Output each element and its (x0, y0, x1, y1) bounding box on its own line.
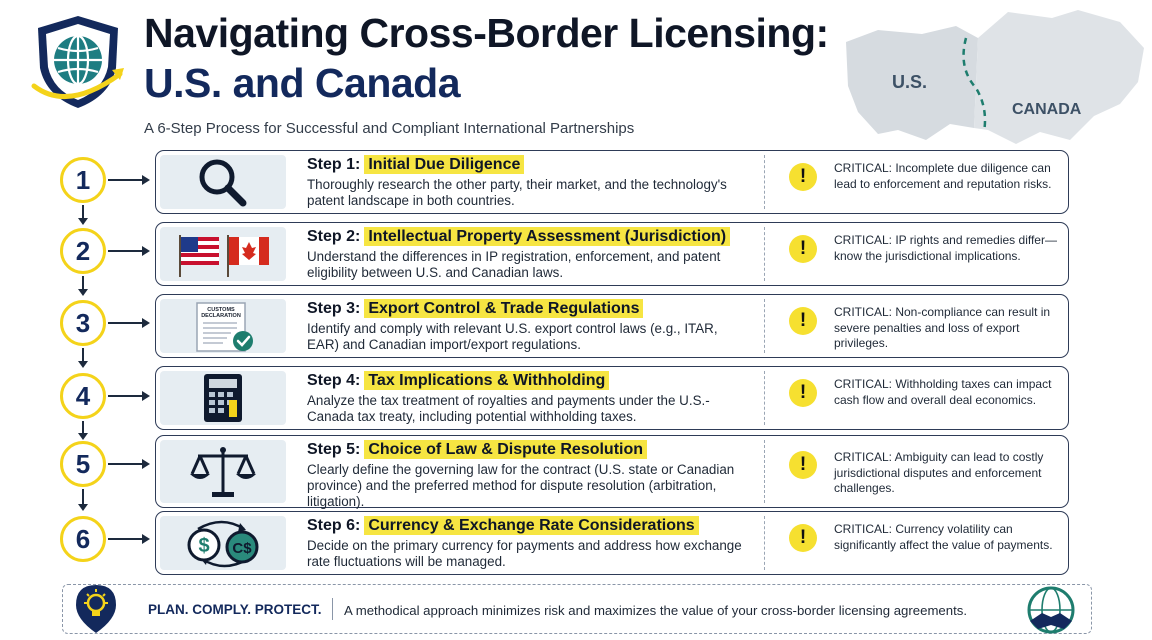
us-canada-map-icon (846, 10, 1144, 144)
calculator-icon (204, 374, 242, 422)
divider (332, 598, 333, 620)
warning-icon: ! (789, 451, 817, 479)
arrow-right-icon (108, 175, 150, 185)
arrow-down-icon (78, 489, 88, 511)
warning-icon: ! (789, 307, 817, 335)
flags-icon (179, 235, 269, 277)
step-label: Step 4: (307, 372, 361, 389)
page-title: Navigating Cross-Border Licensing: (144, 10, 829, 56)
step-description: Clearly define the governing law for the… (307, 462, 735, 509)
document-heading-text: CUSTOMS (207, 307, 235, 313)
footer-text: A methodical approach minimizes risk and… (344, 603, 968, 618)
step-icon-box (160, 227, 286, 281)
step-title-highlight: Currency & Exchange Rate Considerations (364, 516, 699, 535)
warning-icon: ! (789, 235, 817, 263)
currency-exchange-icon: $ C$ (187, 520, 259, 568)
divider (764, 371, 765, 425)
step-label: Step 2: (307, 228, 361, 245)
step-description: Decide on the primary currency for payme… (307, 538, 742, 569)
critical-note: CRITICAL: Currency volatility can signif… (834, 522, 1053, 552)
step-title: Step 4: Tax Implications & Withholding (307, 371, 610, 390)
step-title: Step 2: Intellectual Property Assessment … (307, 227, 731, 246)
warning-icon: ! (789, 379, 817, 407)
page-title-line2: U.S. and Canada (144, 60, 461, 106)
scales-icon (190, 446, 256, 497)
step-description: Identify and comply with relevant U.S. e… (307, 321, 718, 352)
step-card: $ C$ Step 6: Currency & Exchange Rate Con… (155, 511, 1069, 575)
step-card: Step 1: Initial Due Diligence Thoroughly … (155, 150, 1069, 214)
cad-coin-text: C$ (232, 540, 252, 557)
step-label: Step 1: (307, 156, 361, 173)
divider (764, 299, 765, 353)
customs-document-icon: CUSTOMS DECLARATION (196, 302, 253, 352)
document-heading-text: DECLARATION (201, 313, 241, 319)
step-title-highlight: Tax Implications & Withholding (364, 371, 610, 390)
step-icon-box (160, 371, 286, 425)
critical-note: CRITICAL: Ambiguity can lead to costly j… (834, 450, 1044, 495)
step-number-badge: 5 (60, 441, 106, 487)
step-title: Step 3: Export Control & Trade Regulation… (307, 299, 644, 318)
arrow-right-icon (108, 318, 150, 328)
step-number-badge: 3 (60, 300, 106, 346)
warning-icon: ! (789, 524, 817, 552)
page-subtitle: A 6-Step Process for Successful and Comp… (144, 120, 635, 137)
step-card: Step 2: Intellectual Property Assessment … (155, 222, 1069, 286)
step-card: CUSTOMS DECLARATION Step 3: Export Contro… (155, 294, 1069, 358)
arrow-down-icon (78, 276, 88, 296)
map-label-canada: CANADA (1012, 101, 1082, 118)
step-description: Analyze the tax treatment of royalties a… (307, 393, 710, 424)
globe-shield-logo-icon (31, 16, 124, 108)
arrow-right-icon (108, 391, 150, 401)
footer-banner (62, 584, 1092, 634)
step-icon-box: $ C$ (160, 516, 286, 570)
step-label: Step 5: (307, 441, 361, 458)
step-title-highlight: Intellectual Property Assessment (Jurisd… (364, 227, 731, 246)
step-card: Step 4: Tax Implications & Withholding An… (155, 366, 1069, 430)
arrow-right-icon (108, 246, 150, 256)
step-title-highlight: Initial Due Diligence (364, 155, 525, 174)
divider (764, 516, 765, 570)
step-number-badge: 6 (60, 516, 106, 562)
critical-note: CRITICAL: Non-compliance can result in s… (834, 305, 1051, 350)
step-icon-box: CUSTOMS DECLARATION (160, 299, 286, 353)
step-label: Step 3: (307, 300, 361, 317)
arrow-down-icon (78, 205, 88, 225)
divider (764, 155, 765, 209)
arrow-right-icon (108, 459, 150, 469)
step-card: Step 5: Choice of Law & Dispute Resolutio… (155, 435, 1069, 509)
arrow-down-icon (78, 421, 88, 440)
step-title-highlight: Choice of Law & Dispute Resolution (364, 440, 648, 459)
footer-headline: PLAN. COMPLY. PROTECT. (148, 602, 322, 617)
step-label: Step 6: (307, 517, 361, 534)
step-title: Step 1: Initial Due Diligence (307, 155, 525, 174)
lightbulb-icon (76, 585, 116, 633)
critical-note: CRITICAL: IP rights and remedies differ—… (834, 233, 1057, 263)
step-icon-box (160, 155, 286, 209)
handshake-globe-icon (1027, 586, 1075, 634)
critical-note: CRITICAL: Incomplete due diligence can l… (834, 161, 1052, 191)
critical-note: CRITICAL: Withholding taxes can impact c… (834, 377, 1052, 407)
dollar-coin-text: $ (198, 535, 209, 557)
warning-icon: ! (789, 163, 817, 191)
step-icon-box (160, 440, 286, 503)
step-number-badge: 2 (60, 228, 106, 274)
step-title: Step 6: Currency & Exchange Rate Consider… (307, 516, 699, 535)
arrow-down-icon (78, 348, 88, 368)
map-label-us: U.S. (892, 72, 928, 92)
magnifier-icon (199, 159, 247, 207)
arrow-right-icon (108, 534, 150, 544)
step-title: Step 5: Choice of Law & Dispute Resolutio… (307, 440, 648, 459)
divider (764, 440, 765, 503)
step-number-badge: 1 (60, 157, 106, 203)
step-description: Thoroughly research the other party, the… (307, 177, 727, 208)
step-number-badge: 4 (60, 373, 106, 419)
step-title-highlight: Export Control & Trade Regulations (364, 299, 644, 318)
step-description: Understand the differences in IP registr… (307, 249, 721, 280)
divider (764, 227, 765, 281)
